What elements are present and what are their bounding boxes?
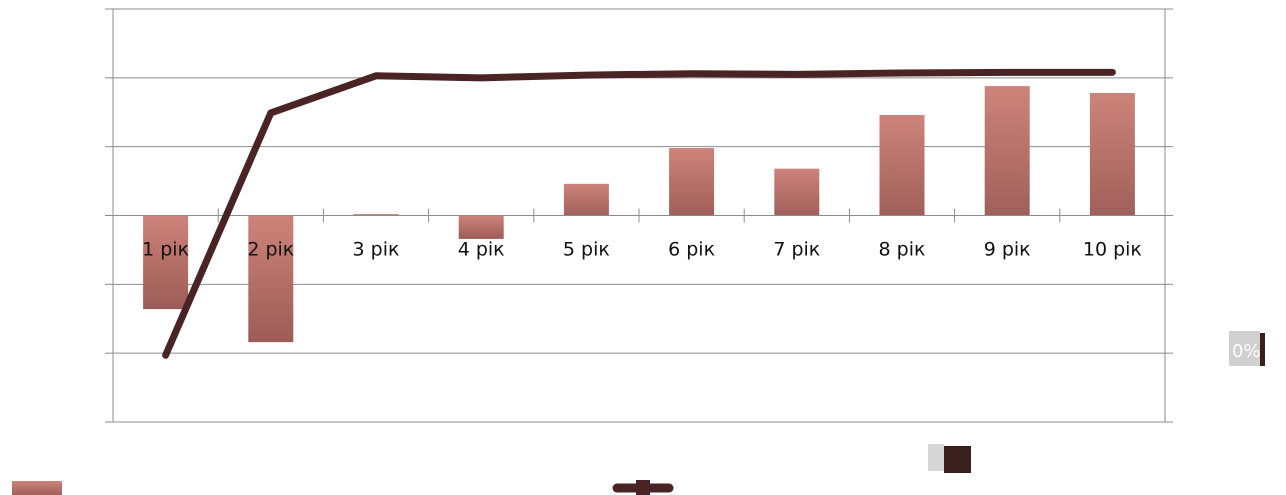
category-label-10: 10 рік xyxy=(1083,239,1142,261)
x-axis xyxy=(113,208,1165,223)
category-label-5: 5 рік xyxy=(563,239,610,261)
legend xyxy=(12,444,971,495)
edge-percent-label: 0% xyxy=(1232,341,1261,362)
bar-1 xyxy=(143,215,189,310)
bar-8 xyxy=(879,115,925,216)
category-label-7: 7 рік xyxy=(773,239,820,261)
category-label-1: 1 рік xyxy=(142,239,189,261)
category-labels: 1 рік 2 рік 3 рік 4 рік 5 рік 6 рік 7 рік 8 рік… xyxy=(142,239,1142,261)
category-label-8: 8 рік xyxy=(879,239,926,261)
category-label-2: 2 рік xyxy=(247,239,294,261)
bar-9 xyxy=(984,86,1030,216)
bar-5 xyxy=(563,183,609,216)
legend-line-swatch xyxy=(612,480,674,495)
edge-marker xyxy=(1229,331,1265,366)
category-label-4: 4 рік xyxy=(458,239,505,261)
bar-3 xyxy=(353,214,399,216)
category-label-9: 9 рік xyxy=(984,239,1031,261)
category-label-3: 3 рік xyxy=(353,239,400,261)
bar-2 xyxy=(248,215,294,343)
line-series xyxy=(162,68,1116,359)
bar-7 xyxy=(774,168,820,216)
bar-10 xyxy=(1089,92,1135,216)
legend-bar-swatch xyxy=(12,481,62,495)
legend-dark-swatch xyxy=(944,446,971,473)
bar-series xyxy=(143,86,1135,343)
bar-6 xyxy=(669,148,715,216)
category-label-6: 6 рік xyxy=(668,239,715,261)
legend-shadow-swatch xyxy=(928,444,944,471)
bar-4 xyxy=(458,215,504,239)
line-path xyxy=(162,68,1116,359)
